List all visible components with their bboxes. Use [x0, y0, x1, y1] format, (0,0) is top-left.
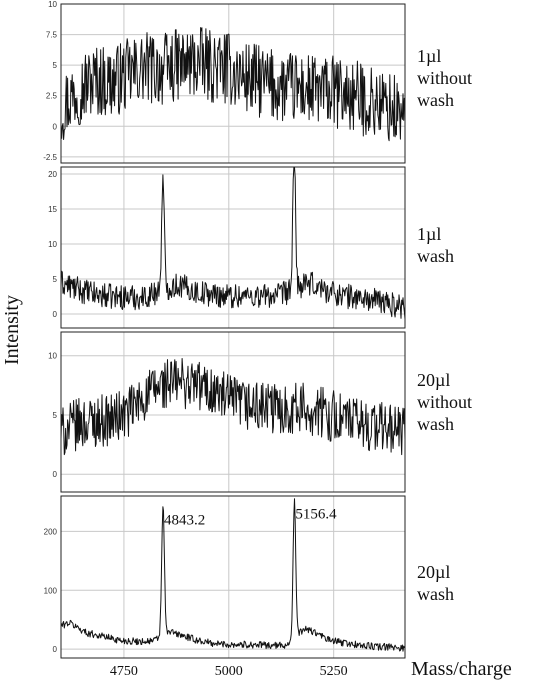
- panel-condition-label-line: 1µl: [417, 46, 441, 66]
- y-tick-label: 0: [53, 310, 58, 319]
- panel-condition-label-line: wash: [417, 584, 454, 604]
- y-tick-label: 0: [53, 645, 58, 654]
- panel-frame: [60, 166, 406, 329]
- y-tick-label: 100: [44, 586, 58, 595]
- panel-frame: [60, 331, 406, 493]
- panel-condition-label-line: 20µl: [417, 370, 450, 390]
- spectrum-panel-4: 0 100 200 4843.2 5156.4 20µl wash 4750 5000 5250: [44, 495, 454, 679]
- x-tick-label: 5000: [215, 664, 243, 679]
- panel-frame: [60, 3, 406, 164]
- spectrum-trace: [60, 498, 406, 652]
- y-tick-label: 10: [48, 240, 57, 249]
- y-tick-label: 5: [53, 61, 58, 70]
- panel-condition-label-line: wash: [417, 414, 454, 434]
- spectrum-panel-2: 0 5 10 15 20 1µl wash: [48, 166, 454, 329]
- panel-condition-label: 20µl without wash: [417, 370, 472, 434]
- spectrum-panel-3: 0 5 10 20µl without wash: [48, 331, 472, 493]
- y-tick-label: -2.5: [43, 153, 57, 162]
- y-tick-label: 7.5: [46, 31, 58, 40]
- panel-frame: [60, 495, 406, 659]
- y-tick-label: 15: [48, 205, 57, 214]
- y-tick-label: 5: [53, 275, 58, 284]
- panel-condition-label: 20µl wash: [417, 562, 454, 604]
- x-axis-title: Mass/charge: [411, 658, 512, 680]
- panel-condition-label-line: wash: [417, 246, 454, 266]
- spectrum-trace: [60, 166, 406, 320]
- y-tick-label: 10: [48, 352, 57, 361]
- x-tick-label: 5250: [320, 664, 348, 679]
- panel-condition-label: 1µl without wash: [417, 46, 472, 110]
- spectrum-panel-1: -2.5 0 2.5 5 7.5 10 1µl without wash: [43, 0, 472, 164]
- y-tick-label: 2.5: [46, 92, 58, 101]
- y-axis-title: Intensity: [1, 295, 23, 365]
- peak-label: 4843.2: [164, 512, 205, 528]
- panel-condition-label-line: without: [417, 392, 472, 412]
- peak-label: 5156.4: [295, 506, 337, 522]
- y-tick-label: 20: [48, 170, 57, 179]
- spectrum-trace: [60, 358, 406, 456]
- panel-condition-label: 1µl wash: [417, 224, 454, 266]
- y-tick-label: 200: [44, 527, 58, 536]
- panel-condition-label-line: without: [417, 68, 472, 88]
- panel-condition-label-line: 1µl: [417, 224, 441, 244]
- spectrum-trace: [60, 27, 406, 142]
- panel-condition-label-line: wash: [417, 90, 454, 110]
- x-tick-label: 4750: [110, 664, 138, 679]
- y-tick-label: 10: [48, 0, 57, 9]
- y-tick-label: 5: [53, 411, 58, 420]
- y-tick-label: 0: [53, 122, 58, 131]
- y-tick-label: 0: [53, 470, 58, 479]
- panel-condition-label-line: 20µl: [417, 562, 450, 582]
